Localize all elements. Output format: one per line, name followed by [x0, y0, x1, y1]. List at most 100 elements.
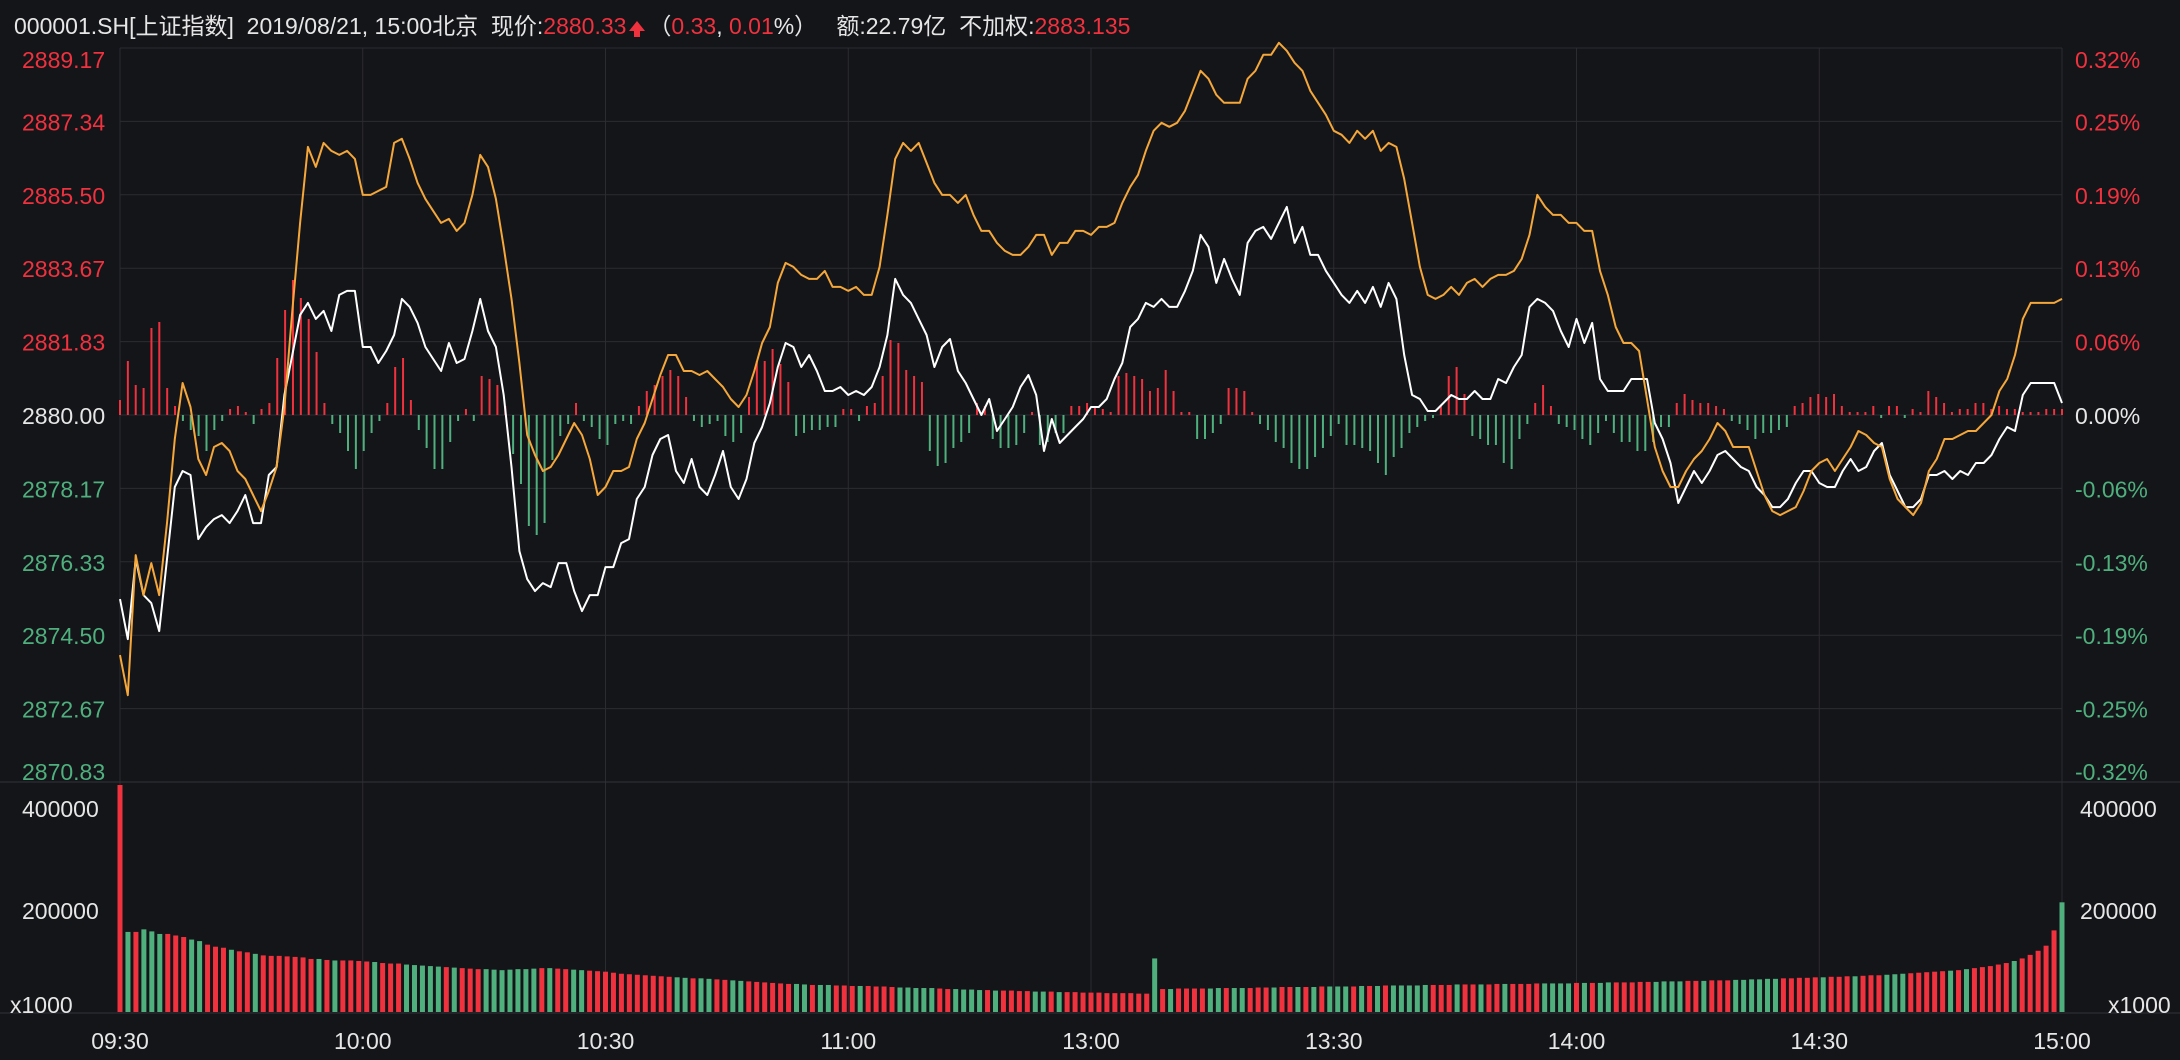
volume-unit-left: x1000 — [10, 992, 73, 1018]
volume-bar — [1613, 982, 1619, 1012]
volume-bar — [809, 984, 815, 1012]
volume-bar — [1804, 977, 1810, 1012]
volume-bar — [571, 969, 577, 1012]
volume-bar — [1948, 970, 1954, 1012]
volume-bar — [881, 986, 887, 1012]
volume-bar — [889, 987, 895, 1012]
volume-bar — [1088, 992, 1094, 1012]
volume-bar — [396, 963, 402, 1012]
y-axis-right-tick: -0.06% — [2075, 476, 2148, 502]
volume-bar — [1677, 981, 1683, 1012]
volume-bar — [977, 990, 983, 1012]
volume-bar — [1852, 976, 1858, 1012]
volume-bar — [865, 985, 871, 1012]
volume-bar — [372, 962, 378, 1012]
y-axis-right-tick: 0.00% — [2075, 403, 2140, 429]
volume-bar — [1637, 981, 1643, 1012]
volume-bar — [1749, 979, 1755, 1012]
volume-bar — [1239, 988, 1245, 1012]
volume-bar — [1550, 983, 1556, 1012]
volume-bar — [1367, 985, 1373, 1012]
volume-axis-right-tick: 400000 — [2080, 796, 2157, 822]
volume-bar — [1160, 989, 1166, 1012]
volume-bar — [706, 978, 712, 1012]
volume-bar — [1422, 984, 1428, 1012]
volume-bar — [1669, 981, 1675, 1012]
volume-bar — [1223, 988, 1229, 1012]
volume-bar — [587, 970, 593, 1012]
volume-bar — [252, 953, 258, 1012]
volume-bar — [857, 985, 863, 1012]
volume-bar — [133, 931, 139, 1012]
volume-bar — [1104, 993, 1110, 1012]
y-axis-right-tick: 0.06% — [2075, 330, 2140, 356]
volume-bar — [913, 988, 919, 1012]
volume-bar — [1287, 987, 1293, 1012]
volume-bar — [1597, 982, 1603, 1012]
volume-bar — [610, 972, 616, 1012]
volume-bar — [1884, 974, 1890, 1012]
volume-bar — [1184, 988, 1190, 1012]
volume-bar — [992, 990, 998, 1012]
y-axis-right-tick: 0.25% — [2075, 109, 2140, 135]
average-price-line — [119, 41, 2063, 697]
volume-bar — [746, 981, 752, 1012]
comma-sep: , — [716, 13, 729, 39]
volume-bar — [205, 944, 211, 1012]
volume-bar — [316, 958, 322, 1012]
volume-axis-left-tick: 400000 — [22, 796, 99, 822]
index-code: 000001.SH — [14, 13, 130, 39]
volume-bar — [1765, 978, 1771, 1012]
volume-bar — [618, 973, 624, 1012]
volume-bar — [1390, 985, 1396, 1012]
volume-bar — [1717, 980, 1723, 1012]
y-axis-right-tick: -0.19% — [2075, 623, 2148, 649]
volume-bar — [1733, 979, 1739, 1012]
volume-bar — [356, 960, 362, 1012]
volume-bar — [754, 981, 760, 1012]
volume-bar — [1311, 987, 1317, 1012]
volume-bar — [929, 988, 935, 1012]
volume-bar — [1621, 982, 1627, 1012]
volume-bar — [825, 984, 831, 1012]
volume-bar — [1932, 971, 1938, 1012]
volume-bar — [475, 969, 481, 1012]
volume-bar — [523, 969, 529, 1012]
unweighted-label: 不加权: — [959, 13, 1035, 39]
volume-bar — [1231, 988, 1237, 1012]
volume-bar — [348, 960, 354, 1012]
volume-bar — [1016, 991, 1022, 1012]
volume-bar — [1693, 980, 1699, 1012]
volume-bar — [1987, 966, 1993, 1012]
volume-bar — [722, 979, 728, 1012]
volume-bar — [1327, 986, 1333, 1012]
volume-bar — [1359, 985, 1365, 1012]
volume-bar — [714, 979, 720, 1012]
volume-bar — [1971, 968, 1977, 1012]
x-axis-tick: 13:00 — [1062, 1028, 1120, 1054]
volume-bar — [340, 960, 346, 1012]
y-axis-left-tick: 2885.50 — [22, 183, 105, 209]
volume-bar — [515, 969, 521, 1012]
volume-bar — [1462, 984, 1468, 1012]
volume-bar — [419, 965, 425, 1012]
volume-bar — [1454, 984, 1460, 1012]
volume-bar — [149, 931, 155, 1012]
volume-bar — [2051, 930, 2057, 1012]
volume-bar — [1446, 984, 1452, 1012]
open-paren: （ — [648, 13, 672, 39]
volume-unit-right: x1000 — [2108, 992, 2171, 1018]
volume-bar — [698, 978, 704, 1012]
y-axis-left-tick: 2870.83 — [22, 759, 105, 785]
volume-bar — [1215, 988, 1221, 1012]
volume-bar — [157, 933, 163, 1012]
y-axis-left-tick: 2878.17 — [22, 476, 105, 502]
x-axis-tick: 15:00 — [2033, 1028, 2091, 1054]
price-change: 0.33 — [671, 13, 717, 39]
volume-bar — [817, 984, 823, 1012]
volume-bar — [284, 956, 290, 1012]
volume-bar — [969, 989, 975, 1012]
volume-bar — [1128, 993, 1134, 1012]
volume-bar — [953, 989, 959, 1012]
